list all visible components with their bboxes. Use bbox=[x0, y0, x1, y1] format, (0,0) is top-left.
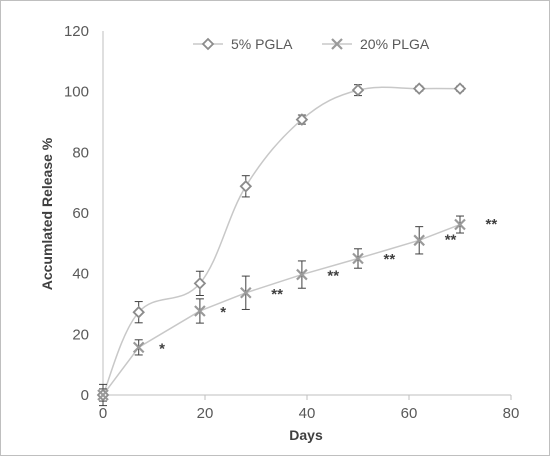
x-marker bbox=[132, 341, 145, 354]
x-tick-label: 0 bbox=[99, 405, 107, 422]
x-axis-title: Days bbox=[289, 427, 323, 443]
y-tick-label: 80 bbox=[72, 144, 89, 161]
significance-label: ** bbox=[327, 268, 339, 285]
x-marker bbox=[413, 234, 425, 247]
y-tick-label: 20 bbox=[72, 326, 89, 343]
x-tick-label: 40 bbox=[299, 405, 316, 422]
diamond-marker bbox=[453, 82, 467, 95]
y-tick-label: 0 bbox=[81, 387, 89, 404]
significance-label: ** bbox=[445, 231, 457, 248]
significance-label: * bbox=[220, 304, 226, 321]
x-tick-label: 60 bbox=[401, 405, 418, 422]
y-tick-label: 120 bbox=[64, 23, 89, 40]
x-marker bbox=[352, 252, 364, 265]
y-tick-label: 100 bbox=[64, 84, 89, 101]
diamond-marker bbox=[412, 82, 426, 95]
y-axis-title: Accumlated Release % bbox=[39, 137, 55, 290]
legend: 5% PGLA 20% PLGA bbox=[193, 36, 430, 52]
diamond-marker bbox=[295, 113, 309, 126]
series-line-1 bbox=[102, 86, 461, 396]
significance-label: ** bbox=[486, 216, 498, 233]
diamond-marker bbox=[351, 83, 365, 97]
significance-label: ** bbox=[384, 251, 396, 268]
diamond-marker bbox=[193, 277, 207, 290]
x-marker bbox=[97, 389, 109, 401]
markers-group bbox=[96, 82, 467, 402]
significance-label: * bbox=[159, 340, 165, 357]
y-tick-label: 40 bbox=[72, 266, 89, 283]
legend-x-icon bbox=[331, 38, 343, 50]
x-marker bbox=[240, 286, 252, 299]
legend-label: 20% PLGA bbox=[360, 36, 430, 52]
x-tick-label: 80 bbox=[503, 405, 520, 422]
significance-label: ** bbox=[271, 286, 283, 303]
error-bars-group bbox=[99, 84, 464, 407]
diamond-marker bbox=[239, 180, 253, 193]
y-tick-label: 60 bbox=[72, 205, 89, 222]
annotations-group: ************ bbox=[159, 216, 497, 357]
legend-label: 5% PGLA bbox=[231, 36, 293, 52]
series-lines-group bbox=[102, 86, 461, 396]
legend-diamond-icon bbox=[201, 37, 215, 51]
diamond-marker bbox=[132, 305, 145, 319]
axes-group: 0 20 40 60 80 0 20 40 60 80 100 120 bbox=[64, 23, 519, 422]
x-marker bbox=[454, 218, 466, 231]
x-tick-label: 20 bbox=[197, 405, 214, 422]
x-marker bbox=[194, 305, 206, 317]
x-marker bbox=[296, 268, 308, 281]
series-line-2 bbox=[102, 223, 461, 396]
